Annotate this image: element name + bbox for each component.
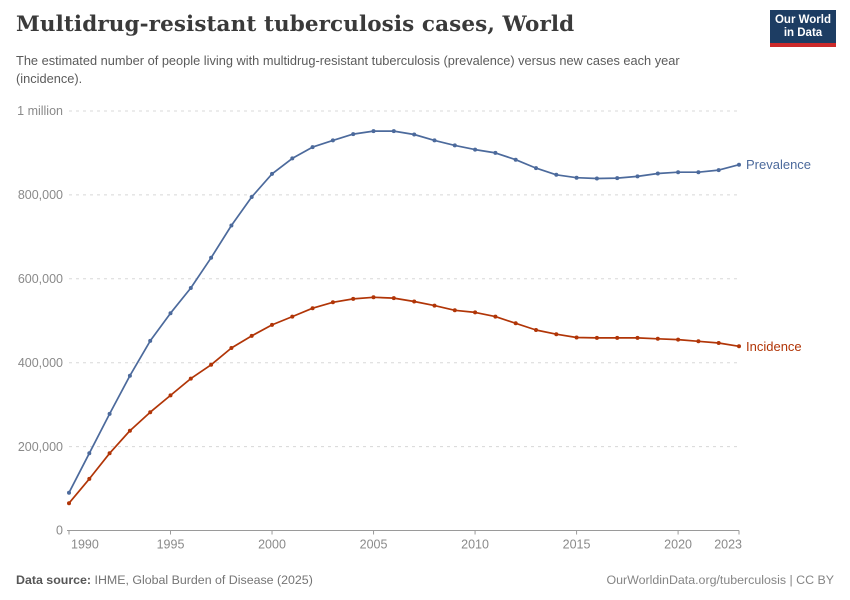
- data-point-marker: [249, 333, 254, 338]
- data-point-marker: [635, 174, 640, 179]
- data-point-marker: [574, 335, 579, 340]
- data-point-marker: [737, 162, 741, 167]
- x-tick-label: 2000: [258, 538, 286, 552]
- data-point-marker: [87, 451, 92, 456]
- data-source-value: IHME, Global Burden of Disease (2025): [91, 573, 313, 587]
- data-point-marker: [87, 476, 92, 481]
- data-point-marker: [534, 166, 538, 171]
- owid-logo-line2: in Data: [783, 26, 823, 39]
- data-point-marker: [270, 322, 274, 327]
- attribution-link[interactable]: OurWorldinData.org/tuberculosis | CC BY: [606, 573, 834, 587]
- data-point-marker: [554, 172, 559, 177]
- data-point-marker: [615, 176, 620, 181]
- y-tick-label: 1 million: [17, 104, 63, 118]
- page-subtitle: The estimated number of people living wi…: [16, 53, 680, 87]
- data-point-marker: [534, 328, 538, 332]
- x-tick-label: 2023: [714, 538, 742, 552]
- data-point-marker: [473, 147, 478, 152]
- data-point-marker: [209, 255, 214, 260]
- data-point-marker: [290, 156, 295, 161]
- data-point-marker: [148, 338, 153, 343]
- data-point-marker: [168, 393, 173, 398]
- data-point-marker: [574, 175, 579, 180]
- data-point-marker: [209, 362, 214, 367]
- data-point-marker: [107, 411, 112, 416]
- data-point-marker: [696, 339, 701, 344]
- data-source-note: Data source: IHME, Global Burden of Dise…: [16, 573, 313, 587]
- data-point-marker: [696, 170, 701, 175]
- data-point-marker: [615, 335, 620, 340]
- data-point-marker: [452, 308, 457, 313]
- data-source-label: Data source:: [16, 573, 92, 587]
- series-line-incidence: [68, 296, 740, 505]
- data-point-marker: [716, 168, 721, 173]
- data-point-marker: [249, 195, 254, 199]
- data-point-marker: [229, 223, 234, 228]
- data-point-marker: [188, 286, 193, 290]
- x-tick-label: 2015: [563, 538, 591, 552]
- series-label-incidence: Incidence: [746, 339, 802, 354]
- data-point-marker: [290, 314, 295, 319]
- owid-logo-line1: Our World: [774, 13, 831, 26]
- data-point-marker: [371, 295, 376, 300]
- data-point-marker: [737, 344, 741, 349]
- page-title: Multidrug-resistant tuberculosis cases, …: [16, 12, 575, 37]
- data-point-marker: [594, 335, 599, 340]
- data-point-marker: [452, 143, 457, 148]
- data-point-marker: [351, 296, 356, 301]
- data-point-marker: [493, 150, 498, 155]
- data-point-marker: [351, 132, 356, 137]
- data-point-marker: [229, 346, 234, 350]
- data-point-marker: [270, 171, 274, 176]
- data-point-marker: [310, 306, 315, 311]
- x-tick-label: 1990: [71, 538, 99, 552]
- data-point-marker: [188, 376, 193, 381]
- y-tick-label: 400,000: [18, 356, 63, 370]
- series-line-prevalence: [68, 130, 740, 494]
- x-tick-label: 2020: [664, 538, 692, 552]
- x-tick-label: 2010: [461, 538, 489, 552]
- data-point-marker: [391, 129, 396, 134]
- data-point-marker: [635, 335, 640, 340]
- data-point-marker: [513, 321, 518, 326]
- data-point-marker: [391, 296, 396, 301]
- data-point-marker: [716, 341, 721, 345]
- data-point-marker: [127, 428, 132, 433]
- data-point-marker: [676, 170, 681, 175]
- y-tick-label: 800,000: [18, 188, 63, 202]
- data-point-marker: [330, 138, 335, 143]
- data-point-marker: [554, 332, 559, 337]
- data-point-marker: [432, 303, 437, 308]
- data-point-marker: [676, 337, 681, 342]
- data-point-marker: [67, 501, 71, 506]
- data-point-marker: [330, 300, 335, 305]
- data-point-marker: [412, 299, 417, 304]
- y-tick-label: 200,000: [18, 440, 63, 454]
- data-point-marker: [371, 129, 376, 134]
- y-tick-label: 0: [56, 524, 63, 538]
- data-point-marker: [168, 311, 173, 316]
- data-point-marker: [655, 336, 660, 341]
- x-tick-label: 2005: [360, 538, 388, 552]
- data-point-marker: [412, 132, 417, 137]
- y-tick-label: 600,000: [18, 272, 63, 286]
- owid-logo[interactable]: Our World in Data: [770, 10, 836, 47]
- data-point-marker: [473, 310, 478, 315]
- series-label-prevalence: Prevalence: [746, 157, 811, 172]
- data-point-marker: [513, 157, 518, 162]
- data-point-marker: [594, 176, 599, 181]
- data-point-marker: [107, 451, 112, 456]
- data-point-marker: [432, 138, 437, 143]
- data-point-marker: [67, 490, 71, 495]
- x-tick-label: 1995: [157, 538, 185, 552]
- data-point-marker: [127, 373, 132, 378]
- data-point-marker: [148, 410, 153, 415]
- data-point-marker: [655, 171, 660, 176]
- data-point-marker: [493, 314, 498, 319]
- data-point-marker: [310, 145, 315, 150]
